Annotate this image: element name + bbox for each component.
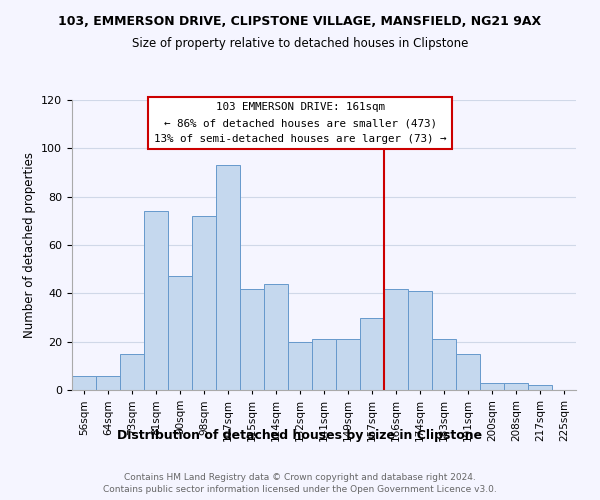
- Bar: [312, 339, 336, 390]
- Bar: [336, 339, 360, 390]
- Text: 103, EMMERSON DRIVE, CLIPSTONE VILLAGE, MANSFIELD, NG21 9AX: 103, EMMERSON DRIVE, CLIPSTONE VILLAGE, …: [58, 15, 542, 28]
- Bar: [480, 383, 504, 390]
- Y-axis label: Number of detached properties: Number of detached properties: [23, 152, 35, 338]
- Bar: [240, 288, 264, 390]
- Bar: [120, 354, 144, 390]
- Text: 103 EMMERSON DRIVE: 161sqm
← 86% of detached houses are smaller (473)
13% of sem: 103 EMMERSON DRIVE: 161sqm ← 86% of deta…: [154, 102, 446, 144]
- Bar: [504, 383, 528, 390]
- Text: Distribution of detached houses by size in Clipstone: Distribution of detached houses by size …: [118, 428, 482, 442]
- Bar: [408, 291, 432, 390]
- Bar: [456, 354, 480, 390]
- Bar: [360, 318, 384, 390]
- Bar: [192, 216, 216, 390]
- Text: Contains HM Land Registry data © Crown copyright and database right 2024.: Contains HM Land Registry data © Crown c…: [124, 473, 476, 482]
- Text: Contains public sector information licensed under the Open Government Licence v3: Contains public sector information licen…: [103, 484, 497, 494]
- Bar: [72, 376, 96, 390]
- Bar: [288, 342, 312, 390]
- Bar: [264, 284, 288, 390]
- Text: Size of property relative to detached houses in Clipstone: Size of property relative to detached ho…: [132, 38, 468, 51]
- Bar: [144, 211, 168, 390]
- Bar: [168, 276, 192, 390]
- Bar: [216, 166, 240, 390]
- Bar: [432, 339, 456, 390]
- Bar: [384, 288, 408, 390]
- Bar: [96, 376, 120, 390]
- Bar: [528, 385, 552, 390]
